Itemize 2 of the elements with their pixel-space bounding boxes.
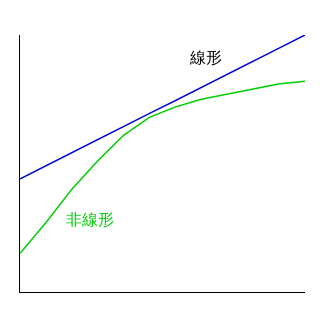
series-label: 非線形 — [66, 210, 114, 229]
series-label: 線形 — [189, 48, 222, 67]
